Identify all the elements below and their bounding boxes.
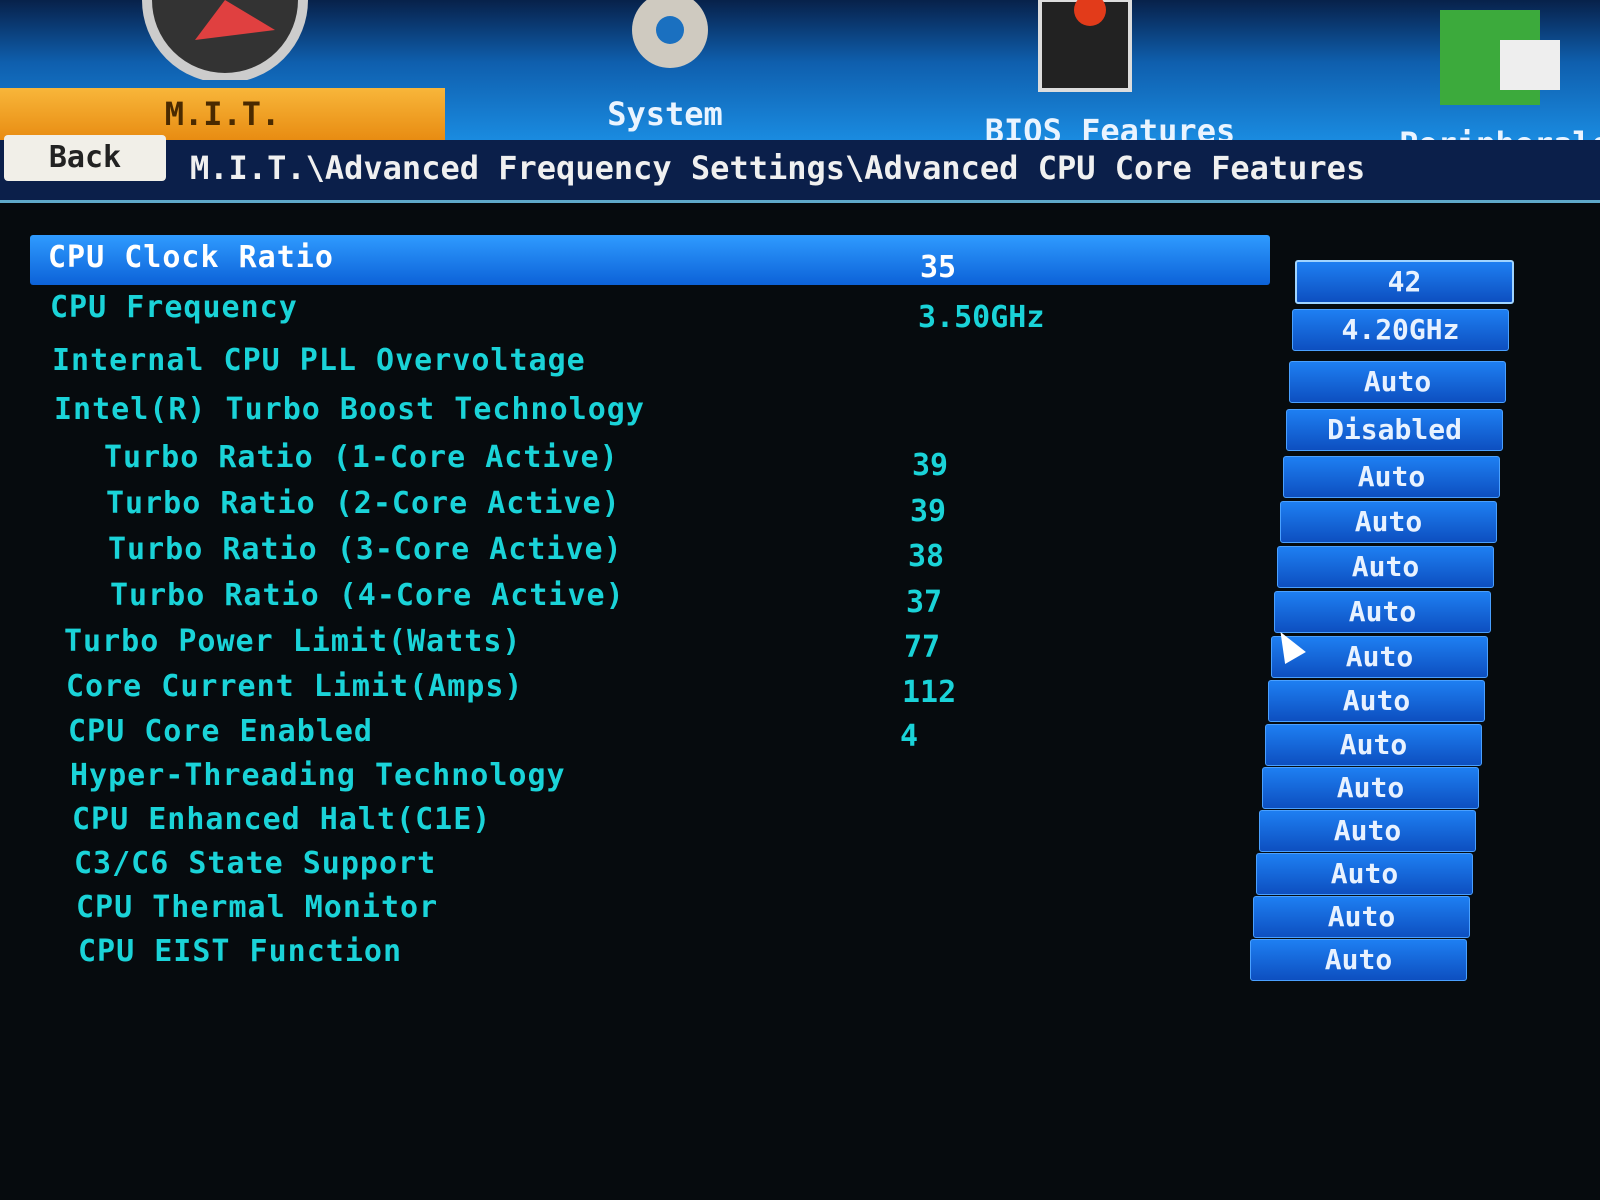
setting-row[interactable]: C3/C6 State Support Auto [0, 846, 1600, 895]
setting-value-button[interactable]: Auto [1274, 591, 1491, 633]
tab-system[interactable]: System [607, 95, 723, 133]
setting-current-value: 77 [904, 630, 941, 665]
setting-value-button[interactable]: Auto [1268, 680, 1485, 722]
setting-row[interactable]: CPU EIST Function Auto [0, 934, 1600, 981]
setting-row[interactable]: Turbo Ratio (1-Core Active) 39 Auto [0, 440, 1600, 498]
setting-current-value: 37 [906, 584, 943, 620]
setting-label: CPU Clock Ratio [48, 240, 334, 275]
setting-row[interactable]: Turbo Ratio (4-Core Active) 37 Auto [0, 578, 1600, 633]
setting-current-value: 35 [920, 250, 957, 285]
setting-row[interactable]: Intel(R) Turbo Boost Technology Disabled [0, 392, 1600, 451]
setting-value-button[interactable]: Auto [1289, 361, 1506, 403]
setting-current-value: 3.50GHz [918, 299, 1045, 335]
setting-current-value: 38 [908, 539, 945, 574]
setting-row[interactable]: Core Current Limit(Amps) 112 Auto [0, 669, 1600, 722]
setting-label: Core Current Limit(Amps) [66, 669, 524, 704]
setting-value-button[interactable]: Auto [1283, 456, 1500, 498]
card-icon [1440, 10, 1560, 105]
setting-value-button[interactable]: Auto [1271, 636, 1488, 678]
setting-current-value: 4 [900, 719, 919, 754]
setting-row[interactable]: Hyper-Threading Technology Auto [0, 758, 1600, 809]
setting-value-button[interactable]: Auto [1253, 896, 1470, 938]
setting-label: CPU Enhanced Halt(C1E) [72, 802, 492, 837]
setting-value-button[interactable]: 4.20GHz [1292, 309, 1509, 351]
setting-label: Turbo Ratio (3-Core Active) [108, 532, 623, 567]
setting-value-button[interactable]: Auto [1256, 853, 1473, 895]
tab-mit[interactable]: M.I.T. [0, 88, 445, 140]
setting-label: Turbo Ratio (1-Core Active) [104, 440, 619, 475]
setting-label: CPU Thermal Monitor [76, 890, 439, 925]
selection-highlight [30, 235, 1270, 285]
setting-label: CPU EIST Function [78, 934, 403, 969]
chip-icon [1038, 0, 1132, 92]
setting-row[interactable]: Turbo Ratio (3-Core Active) 38 Auto [0, 532, 1600, 588]
speedometer-icon [142, 0, 308, 80]
setting-row[interactable]: CPU Clock Ratio 35 42 [0, 240, 1600, 304]
setting-row[interactable]: Internal CPU PLL Overvoltage Auto [0, 343, 1600, 403]
setting-current-value: 39 [910, 493, 947, 529]
setting-current-value: 39 [912, 448, 949, 483]
setting-label: Intel(R) Turbo Boost Technology [54, 392, 645, 427]
setting-row[interactable]: Turbo Ratio (2-Core Active) 39 Auto [0, 486, 1600, 543]
setting-label: Turbo Ratio (4-Core Active) [110, 578, 625, 613]
breadcrumb-bar [0, 140, 1600, 203]
setting-value-button[interactable]: Auto [1280, 501, 1497, 543]
setting-label: Hyper-Threading Technology [70, 758, 566, 793]
setting-label: CPU Core Enabled [68, 714, 373, 749]
setting-row[interactable]: Turbo Power Limit(Watts) 77 Auto [0, 624, 1600, 678]
setting-value-button[interactable]: Auto [1262, 767, 1479, 809]
gear-icon [632, 0, 708, 68]
setting-label: Turbo Power Limit(Watts) [64, 624, 522, 659]
setting-value-button[interactable]: Auto [1277, 546, 1494, 588]
setting-label: Internal CPU PLL Overvoltage [52, 343, 586, 378]
setting-value-button[interactable]: Auto [1259, 810, 1476, 852]
setting-value-button[interactable]: Auto [1265, 724, 1482, 766]
setting-row[interactable]: CPU Core Enabled 4 Auto [0, 714, 1600, 766]
setting-current-value: 112 [902, 674, 957, 710]
setting-label: CPU Frequency [50, 290, 298, 325]
setting-label: Turbo Ratio (2-Core Active) [106, 486, 621, 521]
setting-row[interactable]: CPU Enhanced Halt(C1E) Auto [0, 802, 1600, 852]
breadcrumb: M.I.T.\Advanced Frequency Settings\Advan… [190, 149, 1366, 187]
setting-row[interactable]: CPU Frequency 3.50GHz 4.20GHz [0, 290, 1600, 351]
setting-label: C3/C6 State Support [74, 846, 437, 881]
setting-row[interactable]: CPU Thermal Monitor Auto [0, 890, 1600, 938]
setting-value-button[interactable]: Auto [1250, 939, 1467, 981]
setting-value-button[interactable]: 42 [1295, 260, 1514, 304]
setting-value-button[interactable]: Disabled [1286, 409, 1503, 451]
back-button[interactable]: Back [4, 135, 166, 181]
